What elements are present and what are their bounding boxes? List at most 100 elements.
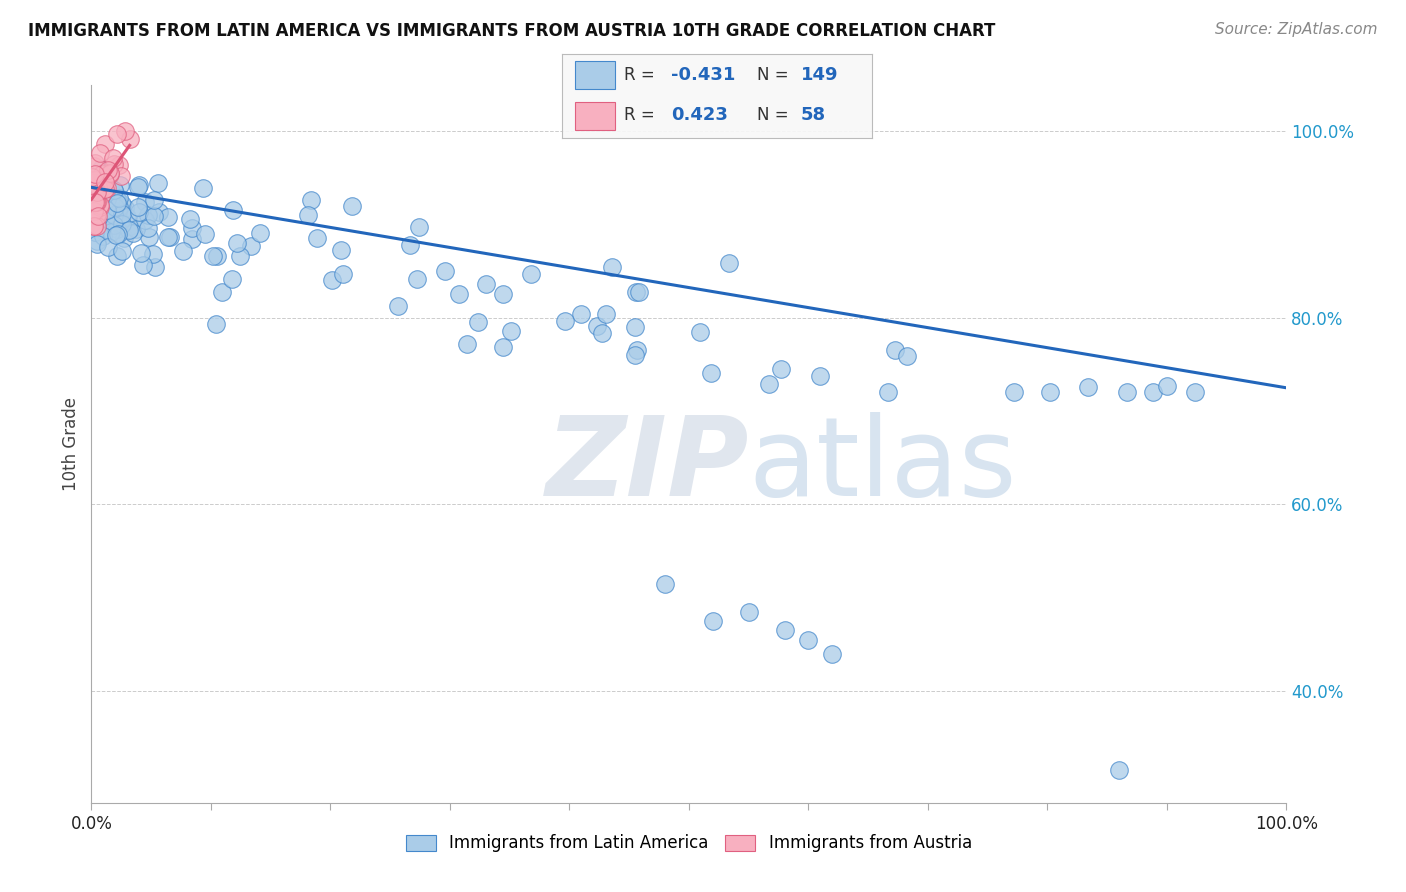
Point <box>132 258 155 272</box>
Point <box>125 222 148 236</box>
Point <box>86 192 108 206</box>
Point <box>399 237 422 252</box>
Point <box>627 285 650 299</box>
Point <box>94 174 117 188</box>
Point <box>90 161 112 176</box>
Point <box>107 203 129 218</box>
Point <box>433 264 456 278</box>
Point <box>100 225 122 239</box>
Point <box>387 299 409 313</box>
Point <box>105 222 128 236</box>
Point <box>773 624 796 638</box>
Point <box>626 285 648 299</box>
Point <box>297 207 319 221</box>
Point <box>86 207 108 221</box>
Point <box>877 385 900 400</box>
Point <box>204 318 226 332</box>
Point <box>90 169 112 183</box>
Point <box>94 175 117 189</box>
Point <box>758 377 780 392</box>
Point <box>86 169 108 184</box>
Text: IMMIGRANTS FROM LATIN AMERICA VS IMMIGRANTS FROM AUSTRIA 10TH GRADE CORRELATION : IMMIGRANTS FROM LATIN AMERICA VS IMMIGRA… <box>28 22 995 40</box>
Point <box>702 614 724 628</box>
Point <box>138 230 160 244</box>
Point <box>456 337 478 351</box>
Point <box>98 164 121 178</box>
Point <box>84 178 107 192</box>
Point <box>240 239 263 253</box>
Point <box>700 366 723 380</box>
Point <box>717 256 740 270</box>
Point <box>82 174 104 188</box>
Point <box>626 343 648 358</box>
Point <box>143 193 166 207</box>
Point <box>83 185 105 199</box>
Text: atlas: atlas <box>748 412 1017 519</box>
Point <box>143 260 166 275</box>
Point <box>94 182 117 196</box>
Point <box>128 205 150 219</box>
Point <box>491 287 513 301</box>
Point <box>321 273 343 287</box>
Point <box>105 249 128 263</box>
Point <box>595 307 617 321</box>
Point <box>86 171 108 186</box>
Point <box>110 212 132 227</box>
Point <box>332 267 354 281</box>
Point <box>104 191 127 205</box>
Point <box>86 195 108 210</box>
Point <box>797 632 820 647</box>
Point <box>94 137 117 152</box>
Point <box>600 260 623 274</box>
Point <box>112 230 135 244</box>
Point <box>84 195 107 210</box>
Point <box>103 156 125 170</box>
Point <box>82 183 104 197</box>
Point <box>90 218 112 232</box>
Text: 0.423: 0.423 <box>671 106 727 124</box>
Point <box>108 191 131 205</box>
Point <box>83 180 105 194</box>
Point <box>569 307 592 321</box>
Text: ZIP: ZIP <box>546 412 749 519</box>
Point <box>82 170 104 185</box>
Point <box>1039 385 1062 400</box>
Point <box>330 243 353 257</box>
Point <box>103 218 125 232</box>
Point <box>83 204 105 219</box>
Point <box>225 235 247 250</box>
Point <box>82 194 104 209</box>
Point <box>821 647 844 661</box>
Point <box>91 228 114 243</box>
Point <box>105 192 128 206</box>
Point <box>156 210 179 224</box>
Point <box>157 229 180 244</box>
Point <box>114 124 136 138</box>
Point <box>107 201 129 215</box>
Point <box>115 210 138 224</box>
Point <box>84 156 107 170</box>
Point <box>118 132 141 146</box>
Point <box>405 272 427 286</box>
Point <box>222 202 245 217</box>
Point <box>520 267 543 281</box>
Point <box>83 177 105 191</box>
Point <box>624 320 647 334</box>
Text: R =: R = <box>624 106 655 124</box>
Point <box>86 235 108 249</box>
Point <box>128 178 150 193</box>
Point <box>221 271 243 285</box>
Point <box>193 181 215 195</box>
Point <box>205 249 228 263</box>
Point <box>108 158 131 172</box>
Point <box>89 146 111 161</box>
Point <box>94 213 117 227</box>
Point <box>96 169 118 184</box>
Text: Source: ZipAtlas.com: Source: ZipAtlas.com <box>1215 22 1378 37</box>
Point <box>83 184 105 198</box>
Point <box>103 184 125 198</box>
Bar <box>575 62 614 89</box>
Point <box>105 228 128 243</box>
Point <box>105 128 128 142</box>
Point <box>82 179 104 194</box>
